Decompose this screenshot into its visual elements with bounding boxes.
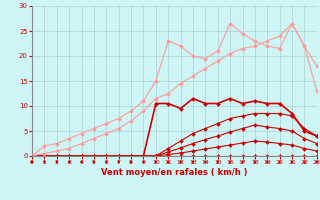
X-axis label: Vent moyen/en rafales ( km/h ): Vent moyen/en rafales ( km/h ) — [101, 168, 248, 177]
